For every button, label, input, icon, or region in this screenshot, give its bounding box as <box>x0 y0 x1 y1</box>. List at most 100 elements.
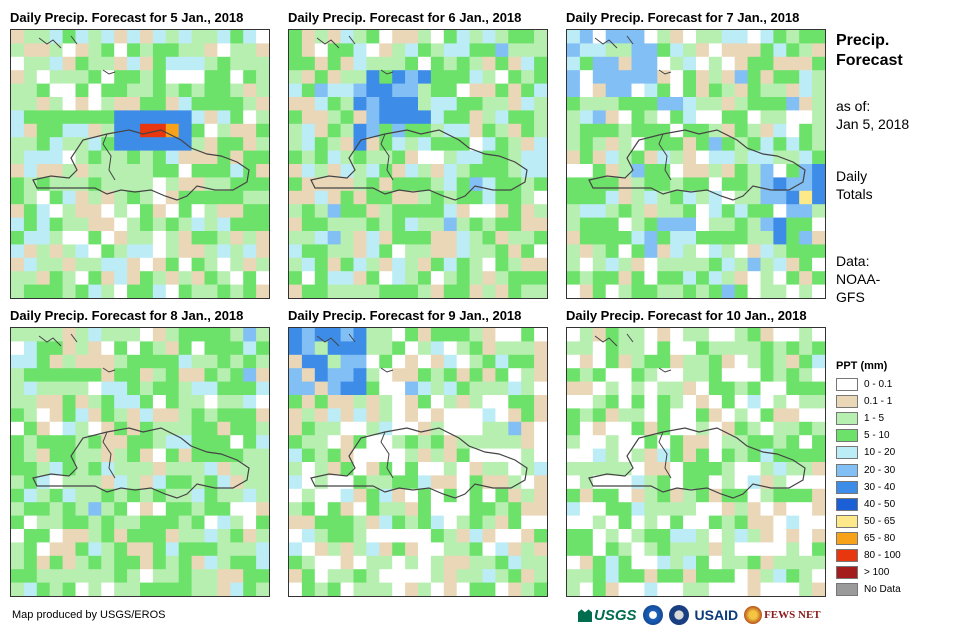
precip-cell <box>140 542 154 557</box>
precip-cell <box>301 354 316 369</box>
precip-cell <box>353 30 367 44</box>
precip-cell <box>217 284 231 298</box>
precip-cell <box>353 328 367 342</box>
precip-cell <box>243 150 257 165</box>
precip-cell <box>101 582 115 596</box>
precip-cell <box>230 502 244 517</box>
precip-cell <box>256 475 269 490</box>
precip-cell <box>508 381 522 396</box>
precip-cell <box>469 529 484 543</box>
precip-cell <box>256 190 269 205</box>
precip-cell <box>11 381 25 396</box>
precip-cell <box>734 150 749 165</box>
precip-cell <box>734 97 749 111</box>
precip-cell <box>696 435 710 450</box>
precip-cell <box>152 555 167 570</box>
precip-cell <box>495 515 509 530</box>
precip-cell <box>670 204 684 219</box>
precip-cell <box>340 83 355 98</box>
precip-cell <box>683 448 697 463</box>
precip-cell <box>683 408 697 423</box>
precip-cell <box>443 177 458 192</box>
precip-cell <box>88 30 102 44</box>
precip-cell <box>592 150 607 165</box>
precip-cell <box>204 137 218 152</box>
precip-cell <box>392 217 406 232</box>
precip-cell <box>353 83 367 98</box>
precip-cell <box>605 529 620 543</box>
precip-cell <box>243 354 257 369</box>
precip-cell <box>353 190 367 205</box>
precip-cell <box>101 284 115 298</box>
precip-cell <box>88 555 102 570</box>
precip-cell <box>49 204 64 219</box>
precip-cell <box>799 515 813 530</box>
precip-cell <box>592 43 607 58</box>
precip-cell <box>430 137 445 152</box>
precip-cell <box>592 515 607 530</box>
precip-cell <box>799 257 813 272</box>
legend-item: 50 - 65 <box>836 513 901 530</box>
precip-cell <box>140 421 154 436</box>
precip-cell <box>605 204 620 219</box>
precip-cell <box>799 582 813 596</box>
precip-cell <box>567 56 581 71</box>
precip-cell <box>534 542 547 557</box>
precip-cell <box>508 341 522 356</box>
precip-cell <box>534 70 547 85</box>
precip-cell <box>140 368 154 383</box>
precip-cell <box>579 164 594 178</box>
precip-cell <box>696 368 710 383</box>
precip-cell <box>592 56 607 71</box>
precip-cell <box>140 475 154 490</box>
precip-cell <box>644 421 658 436</box>
precip-cell <box>469 271 484 286</box>
precip-cell <box>178 43 193 58</box>
precip-cell <box>721 257 736 272</box>
precip-cell <box>101 488 115 503</box>
precip-map-3 <box>567 30 825 298</box>
precip-cell <box>760 284 774 298</box>
precip-cell <box>204 244 218 259</box>
precip-cell <box>340 70 355 85</box>
precip-cell <box>392 569 406 584</box>
precip-cell <box>327 395 342 409</box>
precip-cell <box>256 488 269 503</box>
precip-cell <box>62 435 77 450</box>
precip-cell <box>243 328 257 342</box>
legend-label: > 100 <box>864 567 890 579</box>
precip-cell <box>644 542 658 557</box>
precip-cell <box>49 97 64 111</box>
precip-cell <box>327 341 342 356</box>
precip-cell <box>23 435 38 450</box>
precip-cell <box>534 421 547 436</box>
precip-cell <box>327 56 342 71</box>
precip-cell <box>734 448 749 463</box>
legend-swatch <box>836 446 858 460</box>
precip-cell <box>204 150 218 165</box>
precip-cell <box>88 284 102 298</box>
precip-cell <box>243 217 257 232</box>
precip-cell <box>579 137 594 152</box>
precip-cell <box>799 529 813 543</box>
precip-cell <box>605 421 620 436</box>
precip-cell <box>670 529 684 543</box>
precip-cell <box>165 475 180 490</box>
precip-cell <box>243 137 257 152</box>
precip-cell <box>36 542 51 557</box>
precip-cell <box>392 110 406 125</box>
islands-outline <box>594 333 672 373</box>
precip-cell <box>114 30 128 44</box>
precip-cell <box>353 123 367 138</box>
precip-cell <box>101 43 115 58</box>
precip-cell <box>812 368 825 383</box>
precip-cell <box>760 244 774 259</box>
precip-cell <box>721 555 736 570</box>
precip-cell <box>747 110 762 125</box>
precip-cell <box>327 164 342 178</box>
precip-cell <box>256 177 269 192</box>
precip-cell <box>152 43 167 58</box>
precip-cell <box>430 244 445 259</box>
precip-cell <box>773 435 787 450</box>
precip-cell <box>799 271 813 286</box>
